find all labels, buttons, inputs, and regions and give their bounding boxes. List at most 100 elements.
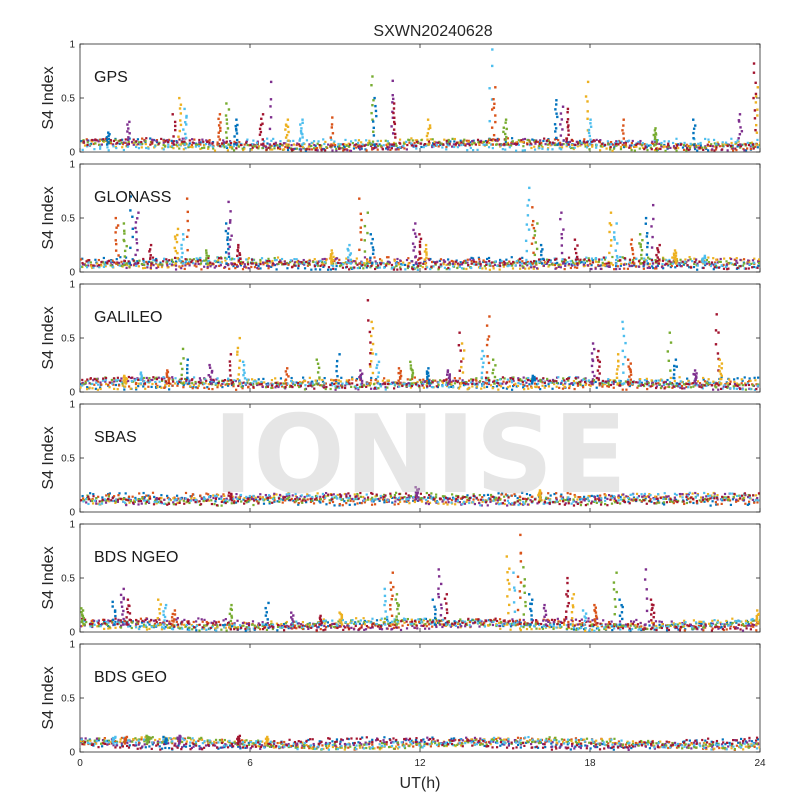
spike-point bbox=[184, 121, 187, 124]
data-point bbox=[539, 380, 542, 383]
data-point bbox=[378, 143, 381, 146]
data-point bbox=[195, 143, 198, 146]
spike-point bbox=[426, 132, 430, 135]
data-point bbox=[281, 263, 284, 266]
spike-point bbox=[598, 365, 601, 368]
data-point bbox=[685, 498, 689, 501]
data-point bbox=[162, 260, 165, 263]
data-point bbox=[119, 256, 122, 259]
data-point bbox=[604, 494, 607, 497]
data-point bbox=[385, 256, 389, 259]
data-point bbox=[88, 382, 91, 385]
data-point bbox=[506, 141, 509, 145]
data-point bbox=[684, 260, 687, 263]
data-point bbox=[266, 383, 269, 387]
spike-point bbox=[504, 118, 508, 121]
spike-point bbox=[182, 357, 185, 360]
data-point bbox=[420, 139, 423, 142]
data-point bbox=[184, 147, 187, 150]
data-point bbox=[630, 144, 633, 147]
spike-point bbox=[638, 233, 642, 236]
data-point bbox=[246, 263, 250, 266]
data-point bbox=[709, 264, 713, 268]
data-point bbox=[259, 260, 262, 263]
spike-point bbox=[424, 248, 428, 251]
data-point bbox=[627, 382, 630, 386]
data-point bbox=[384, 263, 387, 266]
data-point bbox=[500, 493, 503, 496]
data-point bbox=[599, 139, 602, 142]
data-point bbox=[225, 141, 228, 145]
data-point bbox=[255, 263, 258, 266]
data-point bbox=[374, 260, 377, 263]
data-point bbox=[127, 144, 130, 148]
data-point bbox=[286, 267, 289, 270]
data-point bbox=[127, 142, 130, 146]
spike-point bbox=[329, 255, 333, 258]
spike-point bbox=[480, 376, 484, 379]
data-point bbox=[315, 379, 318, 382]
spike-point bbox=[360, 238, 363, 241]
data-point bbox=[749, 142, 752, 145]
data-point bbox=[722, 267, 726, 270]
spike-point bbox=[502, 130, 505, 134]
data-point bbox=[170, 260, 174, 263]
spike-point bbox=[493, 375, 497, 379]
spike-point bbox=[227, 108, 231, 111]
data-point bbox=[519, 378, 522, 381]
data-point bbox=[336, 493, 339, 497]
data-point bbox=[340, 143, 343, 146]
data-point bbox=[249, 143, 252, 146]
data-point bbox=[625, 145, 628, 148]
spike-point bbox=[621, 362, 625, 366]
data-point bbox=[403, 147, 406, 150]
data-point bbox=[540, 379, 543, 382]
data-point bbox=[653, 267, 657, 270]
data-point bbox=[148, 380, 152, 383]
data-point bbox=[555, 376, 559, 379]
data-point bbox=[373, 386, 377, 390]
data-point bbox=[632, 258, 635, 262]
data-point bbox=[333, 143, 337, 147]
data-point bbox=[216, 386, 219, 389]
data-point bbox=[576, 142, 580, 145]
data-point bbox=[350, 267, 354, 270]
data-point bbox=[345, 257, 348, 260]
data-point bbox=[415, 144, 418, 148]
data-point bbox=[386, 140, 389, 143]
data-point bbox=[729, 503, 733, 506]
spike-point bbox=[259, 130, 263, 134]
data-point bbox=[376, 148, 379, 151]
data-point bbox=[416, 268, 419, 272]
spike-point bbox=[228, 369, 232, 372]
data-point bbox=[151, 142, 154, 145]
spike-point bbox=[739, 126, 742, 129]
data-point bbox=[391, 501, 394, 504]
data-point bbox=[281, 501, 284, 504]
data-point bbox=[595, 257, 598, 260]
data-point bbox=[660, 145, 663, 148]
spike-point bbox=[490, 143, 493, 146]
data-point bbox=[468, 386, 471, 389]
data-point bbox=[135, 143, 138, 146]
data-point bbox=[541, 146, 544, 149]
data-point bbox=[661, 496, 664, 499]
data-point bbox=[475, 263, 478, 266]
spike-point bbox=[122, 222, 126, 225]
data-point bbox=[495, 385, 499, 388]
spike-point bbox=[235, 118, 238, 121]
data-point bbox=[163, 258, 166, 261]
spike-point bbox=[409, 367, 413, 370]
data-point bbox=[119, 139, 122, 142]
data-point bbox=[420, 256, 423, 260]
data-point bbox=[251, 144, 254, 147]
data-point bbox=[323, 257, 326, 261]
data-point bbox=[678, 384, 681, 387]
data-point bbox=[151, 382, 154, 386]
data-point bbox=[557, 139, 560, 142]
data-point bbox=[434, 379, 437, 382]
spike-point bbox=[609, 211, 613, 214]
spike-point bbox=[666, 350, 670, 353]
data-point bbox=[250, 262, 253, 265]
data-point bbox=[419, 264, 422, 267]
